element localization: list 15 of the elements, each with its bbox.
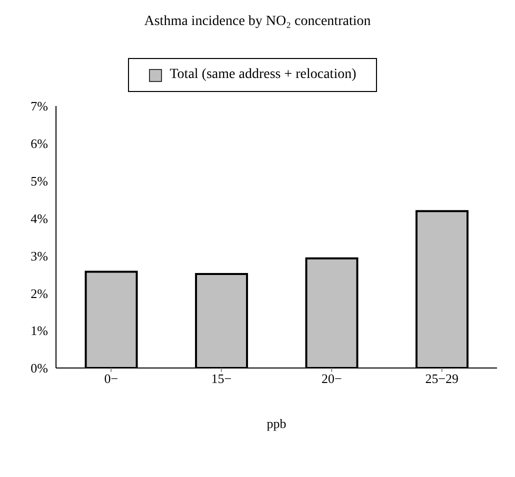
x-tick-label: 15− xyxy=(211,371,232,386)
y-tick-label: 3% xyxy=(30,248,48,264)
y-tick-label: 2% xyxy=(30,286,48,301)
x-tick-label: 20− xyxy=(321,371,342,386)
y-tick-label: 0% xyxy=(30,360,48,376)
x-tick-label: 0− xyxy=(104,371,118,386)
x-tick-label: 25−29 xyxy=(425,371,459,386)
y-tick-label: 4% xyxy=(30,210,48,226)
x-axis-title: ppb xyxy=(266,416,286,431)
y-tick-label: 6% xyxy=(30,136,48,152)
legend-label: Total (same address + relocation) xyxy=(168,67,356,83)
chart-title: Asthma incidence by NO₂ concentration xyxy=(143,14,372,30)
y-tick-label: 7% xyxy=(30,98,48,114)
y-tick-label: 1% xyxy=(30,323,48,338)
y-tick-label: 5% xyxy=(30,173,48,188)
